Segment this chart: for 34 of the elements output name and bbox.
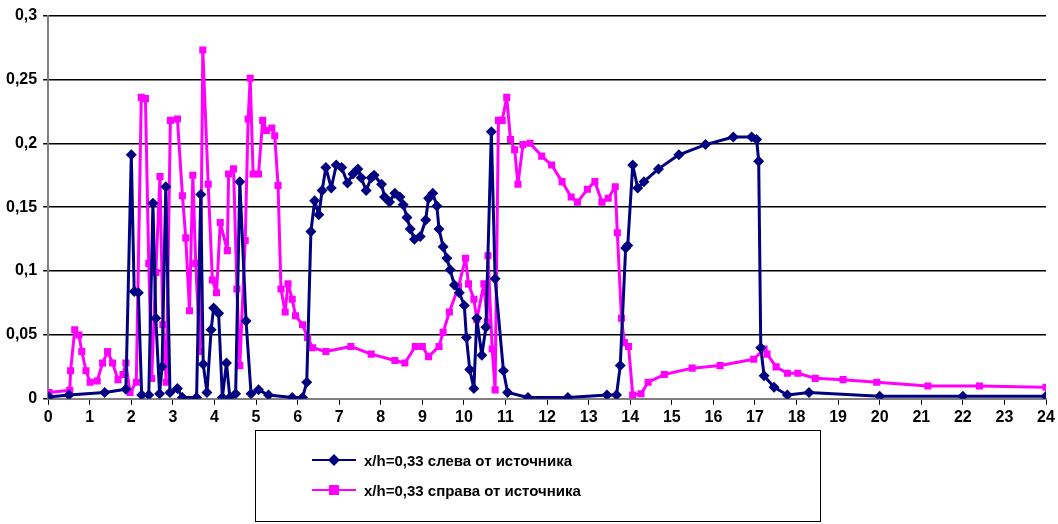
x-tick-label: 14	[621, 407, 640, 425]
y-tick-label: 0,15	[6, 197, 38, 215]
y-tick-label: 0,2	[14, 133, 38, 151]
x-tick-label: 10	[455, 407, 473, 425]
x-tick-label: 24	[1037, 407, 1055, 425]
x-tick-label: 18	[787, 407, 806, 425]
x-tick-label: 0	[43, 407, 53, 425]
x-tick-label: 20	[870, 407, 889, 425]
y-tick-label: 0	[28, 389, 38, 407]
x-tick-label: 13	[579, 407, 598, 425]
x-tick-label: 2	[126, 407, 136, 425]
x-tick-label: 4	[210, 407, 219, 425]
x-tick-label: 17	[746, 407, 764, 425]
x-tick-label: 11	[497, 407, 515, 425]
x-tick-label: 19	[829, 407, 848, 425]
x-tick-label: 16	[704, 407, 723, 425]
y-tick-label: 0,1	[14, 261, 38, 279]
x-tick-label: 8	[376, 407, 386, 425]
y-tick-label: 0,3	[14, 6, 38, 24]
x-tick-label: 12	[538, 407, 557, 425]
y-tick-label: 0,05	[6, 325, 38, 343]
x-tick-label: 21	[912, 407, 931, 425]
x-tick-label: 9	[417, 407, 427, 425]
legend-label: x/h=0,33 справа от источника	[364, 481, 581, 499]
x-tick-label: 15	[662, 407, 681, 425]
x-tick-label: 6	[293, 407, 303, 425]
x-tick-label: 3	[168, 407, 178, 425]
x-tick-label: 1	[85, 407, 95, 425]
legend-label: x/h=0,33 слева от источника	[364, 451, 572, 469]
x-tick-label: 22	[953, 407, 972, 425]
x-tick-label: 7	[334, 407, 344, 425]
x-tick-label: 5	[251, 407, 261, 425]
x-tick-label: 23	[995, 407, 1014, 425]
y-tick-label: 0,25	[6, 69, 38, 87]
